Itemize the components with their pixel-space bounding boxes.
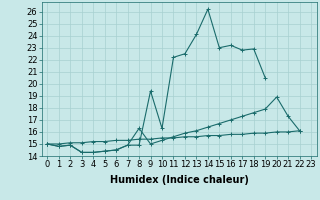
X-axis label: Humidex (Indice chaleur): Humidex (Indice chaleur) — [110, 175, 249, 185]
